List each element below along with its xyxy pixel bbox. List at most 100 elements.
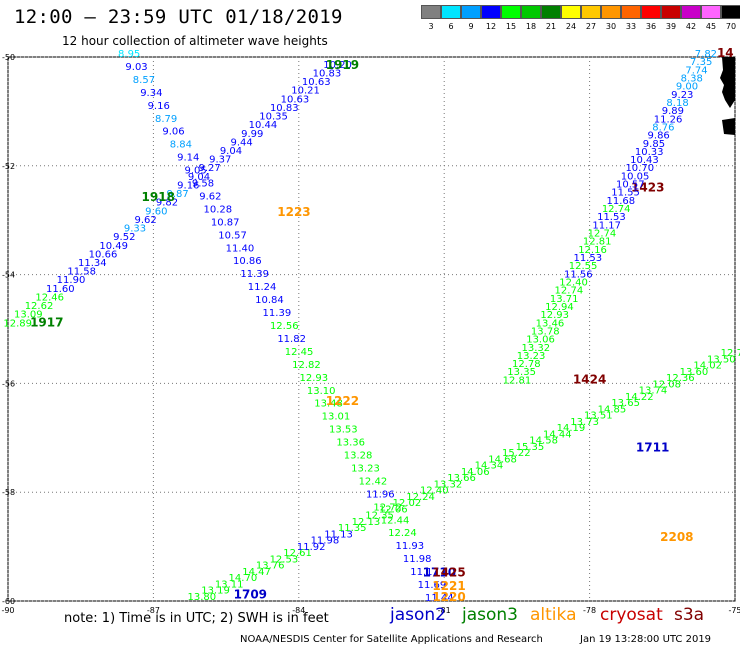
wave-height-value: 9.85 bbox=[643, 139, 665, 150]
wave-height-value: 9.00 bbox=[676, 82, 698, 93]
credit-text: NOAA/NESDIS Center for Satellite Applica… bbox=[240, 634, 543, 645]
track-time-label: 1223 bbox=[277, 205, 310, 219]
wave-height-value: 12.72 bbox=[373, 502, 402, 513]
track-time-label: 1222 bbox=[326, 394, 359, 408]
track-time-label: 1425 bbox=[432, 566, 465, 580]
wave-height-value: 14.44 bbox=[543, 429, 572, 440]
wave-height-value: 11.69 bbox=[418, 580, 447, 591]
wave-height-value: 15.35 bbox=[516, 442, 545, 453]
wave-height-value: 12.74 bbox=[555, 286, 584, 297]
satellite-legend-cryosat: cryosat bbox=[600, 605, 663, 625]
lon-tick-label: -84 bbox=[292, 606, 305, 615]
track-time-label: 1917 bbox=[30, 315, 63, 329]
wave-height-value: 9.16 bbox=[148, 101, 170, 112]
wave-height-value: 12.53 bbox=[270, 554, 299, 565]
wave-height-value: 9.04 bbox=[220, 146, 242, 157]
wave-height-value: 12.81 bbox=[503, 375, 532, 386]
wave-height-value: 12.24 bbox=[388, 528, 417, 539]
lat-tick-label: -52 bbox=[2, 162, 15, 171]
color-scale-tick: 33 bbox=[625, 22, 637, 31]
wave-height-value: 10.44 bbox=[249, 120, 278, 131]
wave-height-value: 12.42 bbox=[359, 476, 388, 487]
wave-height-value: 9.99 bbox=[241, 129, 263, 140]
wave-height-value: 11.39 bbox=[263, 308, 292, 319]
color-scale-tick: 42 bbox=[685, 22, 697, 31]
wave-height-value: 14.02 bbox=[693, 361, 722, 372]
wave-height-value: 12.78 bbox=[512, 359, 541, 370]
track-time-label: 1221 bbox=[432, 579, 465, 593]
wave-height-value: 12.93 bbox=[299, 373, 328, 384]
wave-height-value: 10.83 bbox=[270, 103, 299, 114]
wave-height-value: 13.51 bbox=[584, 411, 613, 422]
wave-height-value: 12.55 bbox=[569, 261, 598, 272]
wave-height-value: 13.60 bbox=[680, 367, 709, 378]
wave-height-value: 13.19 bbox=[201, 586, 230, 597]
wave-height-value: 11.82 bbox=[277, 334, 306, 345]
wave-height-value: 13.06 bbox=[526, 335, 555, 346]
color-swatch bbox=[541, 5, 561, 19]
color-swatch bbox=[561, 5, 581, 19]
wave-height-value: 9.03 bbox=[125, 62, 147, 73]
wave-height-value: 13.23 bbox=[517, 351, 546, 362]
wave-height-value: 12.08 bbox=[652, 379, 681, 390]
lat-tick-label: -60 bbox=[2, 597, 15, 606]
wave-height-value: 11.17 bbox=[592, 220, 621, 231]
wave-height-value: 11.56 bbox=[564, 269, 593, 280]
satellite-legend-jason3: jason3 bbox=[462, 605, 518, 625]
wave-height-value: 14.06 bbox=[461, 467, 490, 478]
wave-height-value: 10.87 bbox=[211, 217, 240, 228]
wave-height-value: 12.40 bbox=[559, 277, 588, 288]
satellite-legend-jason2: jason2 bbox=[390, 605, 446, 625]
wave-height-value: 10.35 bbox=[259, 112, 288, 123]
wave-height-value: 9.60 bbox=[145, 206, 167, 217]
wave-height-value: 11.24 bbox=[248, 282, 277, 293]
wave-height-value: 12.74 bbox=[588, 229, 617, 240]
track-time-label: 1220 bbox=[432, 590, 465, 604]
wave-height-value: 9.52 bbox=[113, 232, 135, 243]
color-scale-tick: 21 bbox=[545, 22, 557, 31]
color-swatch bbox=[481, 5, 501, 19]
lat-tick-label: -56 bbox=[2, 379, 15, 388]
wave-height-value: 11.90 bbox=[57, 275, 86, 286]
wave-height-value: 10.43 bbox=[630, 155, 659, 166]
track-time-label: 14 bbox=[717, 46, 734, 60]
wave-height-value: 11.53 bbox=[597, 212, 626, 223]
wave-height-value: 11.93 bbox=[395, 541, 424, 552]
wave-height-value: 9.62 bbox=[135, 215, 157, 226]
track-time-label: 1711 bbox=[636, 440, 669, 454]
wave-height-value: 9.23 bbox=[671, 90, 693, 101]
satellite-legend-altika: altika bbox=[530, 605, 577, 625]
wave-height-value: 13.46 bbox=[536, 318, 565, 329]
wave-height-value: 10.57 bbox=[218, 230, 247, 241]
wave-height-value: 13.28 bbox=[344, 451, 373, 462]
wave-height-value: 13.74 bbox=[639, 386, 668, 397]
color-swatch bbox=[621, 5, 641, 19]
lon-tick-label: -81 bbox=[438, 606, 451, 615]
wave-height-value: 13.80 bbox=[188, 592, 217, 603]
track-time-label: 1918 bbox=[142, 190, 175, 204]
color-scale-tick: 18 bbox=[525, 22, 537, 31]
wave-height-value: 14.22 bbox=[625, 392, 654, 403]
wave-height-value: 10.21 bbox=[291, 86, 320, 97]
wave-height-value: 8.76 bbox=[652, 122, 674, 133]
wave-height-value: 13.65 bbox=[611, 398, 640, 409]
wave-height-value: 11.58 bbox=[67, 267, 96, 278]
wave-height-value: 13.53 bbox=[329, 425, 358, 436]
wave-height-value: 7.35 bbox=[690, 57, 712, 68]
wave-height-value: 10.83 bbox=[313, 68, 342, 79]
wave-height-value: 9.06 bbox=[162, 127, 184, 138]
lat-tick-label: -50 bbox=[2, 53, 15, 62]
wave-height-value: 12.24 bbox=[406, 492, 435, 503]
track-time-label: 1710 bbox=[423, 566, 456, 580]
lon-tick-label: -87 bbox=[147, 606, 160, 615]
color-scale-tick: 9 bbox=[468, 22, 474, 31]
wave-height-value: 13.76 bbox=[256, 561, 285, 572]
wave-height-value: 11.17 bbox=[410, 567, 439, 578]
wave-height-value: 11.98 bbox=[403, 554, 432, 565]
lon-tick-label: -75 bbox=[728, 606, 740, 615]
wave-height-value: 7.82 bbox=[695, 49, 717, 60]
wave-height-value: 11.55 bbox=[611, 188, 640, 199]
lat-tick-label: -58 bbox=[2, 488, 15, 497]
color-swatch bbox=[641, 5, 661, 19]
